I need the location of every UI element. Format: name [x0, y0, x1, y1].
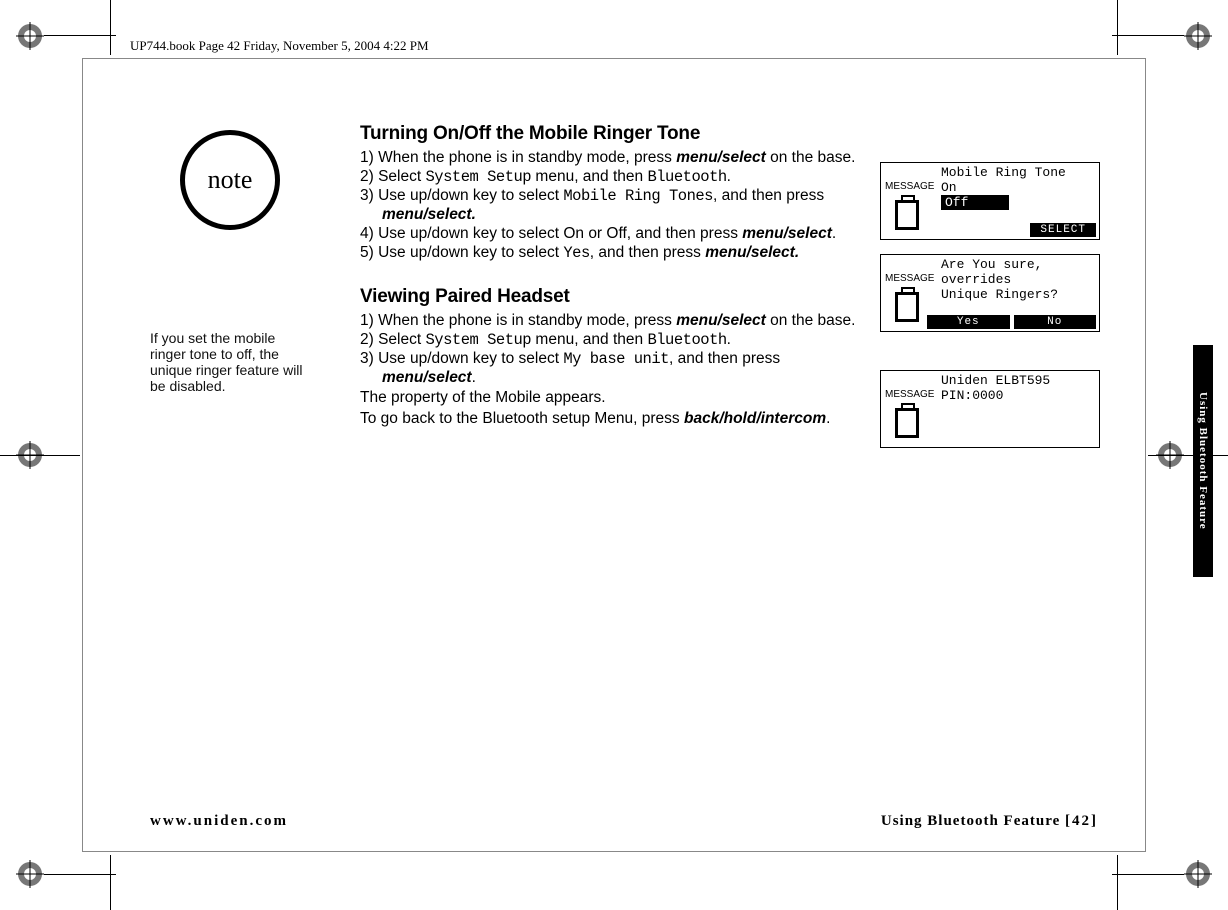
footer: www.uniden.com Using Bluetooth Feature […: [150, 813, 1098, 830]
crop-line: [1117, 855, 1118, 910]
text-run: To go back to the Bluetooth setup Menu, …: [360, 410, 684, 427]
note-text: If you set the mobile ringer tone to off…: [150, 330, 310, 394]
registration-mark: [16, 860, 44, 888]
step: 4) Use up/down key to select On or Off, …: [360, 225, 870, 244]
lcd-screen-1: MESSAGE Mobile Ring Tone On Off SELECT: [880, 162, 1100, 240]
text-run: .: [826, 410, 830, 427]
crop-line: [110, 855, 111, 910]
lcd-line: PIN:0000: [941, 388, 1095, 403]
crop-line: [44, 874, 116, 875]
section-tab: Using Bluetooth Feature: [1193, 345, 1213, 577]
registration-mark: [16, 22, 44, 50]
section1-title: Turning On/Off the Mobile Ringer Tone: [360, 122, 870, 145]
lcd-line: Uniden ELBT595: [941, 373, 1095, 388]
lcd-screen-2: MESSAGE Are You sure, overrides Unique R…: [880, 254, 1100, 332]
section2-tail1: The property of the Mobile appears.: [360, 389, 870, 408]
step: 2) Select System Setup menu, and then Bl…: [360, 168, 870, 187]
message-label: MESSAGE: [885, 273, 934, 284]
text-run: back/hold/intercom: [684, 410, 826, 427]
lcd-line: overrides: [941, 272, 1095, 287]
note-column: note If you set the mobile ringer tone t…: [150, 130, 320, 394]
message-label: MESSAGE: [885, 181, 934, 192]
message-label: MESSAGE: [885, 389, 934, 400]
crop-line: [1112, 35, 1184, 36]
main-content: Turning On/Off the Mobile Ringer Tone 1)…: [360, 122, 870, 429]
softkey-yes: Yes: [927, 315, 1010, 329]
footer-label: Using Bluetooth Feature: [881, 813, 1060, 829]
lcd-line: Are You sure,: [941, 257, 1095, 272]
section2-title: Viewing Paired Headset: [360, 285, 870, 308]
step: 2) Select System Setup menu, and then Bl…: [360, 331, 870, 350]
battery-icon: [895, 195, 917, 227]
step: 1) When the phone is in standby mode, pr…: [360, 312, 870, 331]
softkey-select: SELECT: [1030, 223, 1096, 237]
frame-line: [82, 58, 83, 852]
frame-line: [82, 851, 1146, 852]
step: 3) Use up/down key to select Mobile Ring…: [360, 187, 870, 225]
lcd-line: On: [941, 180, 1095, 195]
step: 3) Use up/down key to select My base uni…: [360, 350, 870, 388]
note-badge: note: [180, 130, 280, 230]
registration-mark: [1184, 860, 1212, 888]
registration-mark: [1184, 22, 1212, 50]
crop-line: [1117, 0, 1118, 55]
softkey-no: No: [1014, 315, 1097, 329]
section2-tail2: To go back to the Bluetooth setup Menu, …: [360, 410, 870, 429]
battery-icon: [895, 287, 917, 319]
crop-line: [0, 455, 80, 456]
frame-line: [82, 58, 1146, 59]
step: 1) When the phone is in standby mode, pr…: [360, 149, 870, 168]
lcd-screens: MESSAGE Mobile Ring Tone On Off SELECT M…: [880, 162, 1105, 462]
crop-line: [110, 0, 111, 55]
lcd-line: Mobile Ring Tone: [941, 165, 1095, 180]
crop-line: [1112, 874, 1184, 875]
frame-line: [1145, 58, 1146, 852]
page-header-meta: UP744.book Page 42 Friday, November 5, 2…: [130, 38, 429, 54]
lcd-highlight: Off: [941, 195, 1009, 210]
footer-url: www.uniden.com: [150, 813, 288, 830]
lcd-screen-3: MESSAGE Uniden ELBT595 PIN:0000: [880, 370, 1100, 448]
battery-icon: [895, 403, 917, 435]
footer-section: Using Bluetooth Feature [42]: [881, 813, 1098, 830]
lcd-line: Unique Ringers?: [941, 287, 1095, 302]
crop-line: [44, 35, 116, 36]
footer-page: [42]: [1065, 813, 1098, 829]
crop-line: [1148, 455, 1228, 456]
step: 5) Use up/down key to select Yes, and th…: [360, 244, 870, 263]
